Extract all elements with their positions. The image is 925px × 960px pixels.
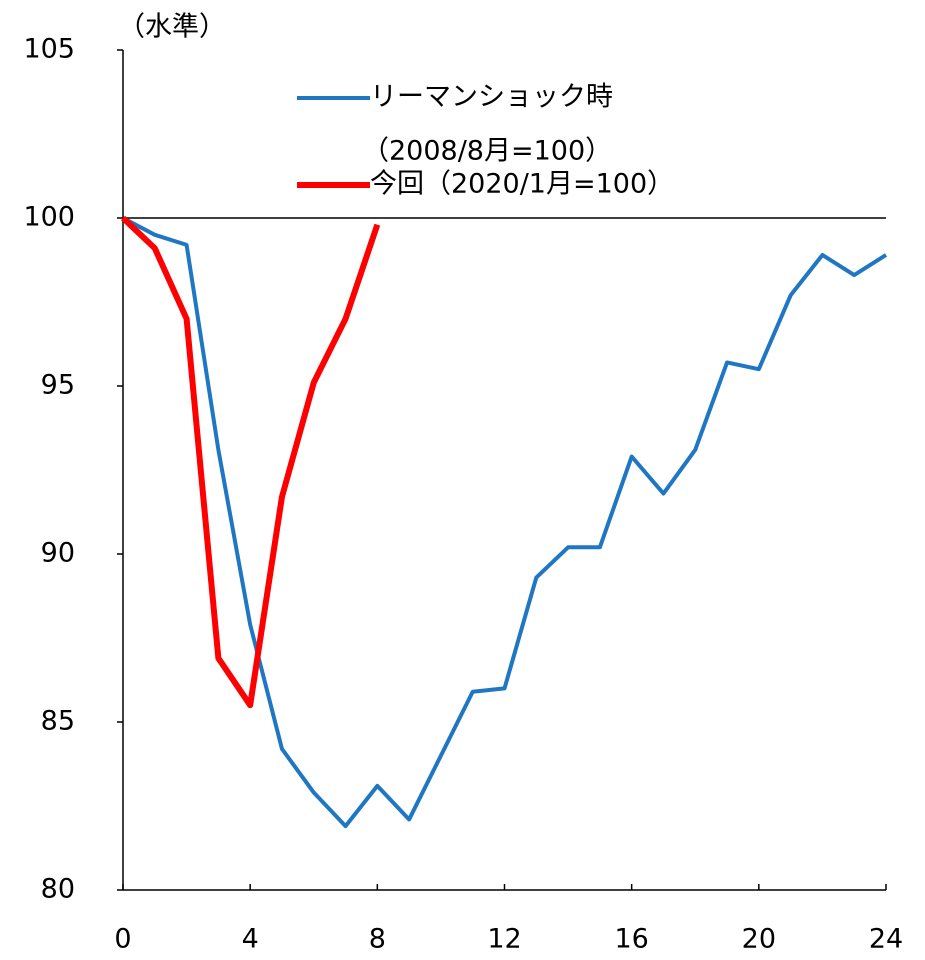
x-tick-label: 20 xyxy=(742,924,776,955)
y-tick-label: 80 xyxy=(41,874,75,905)
y-tick-label: 85 xyxy=(41,706,75,737)
y-axis-label: （水準） xyxy=(118,12,226,43)
x-tick-label: 0 xyxy=(114,924,131,955)
x-tick-label: 16 xyxy=(614,924,648,955)
x-tick-label: 8 xyxy=(369,924,386,955)
x-tick-label: 12 xyxy=(487,924,521,955)
x-tick-label: 24 xyxy=(869,924,903,955)
legend-label: 今回（2020/1月=100） xyxy=(370,169,674,200)
x-tick-label: 4 xyxy=(242,924,259,955)
series-line xyxy=(122,216,888,829)
y-tick-label: 105 xyxy=(23,34,75,65)
legend-note: （2008/8月=100） xyxy=(362,136,612,167)
y-tick-label: 100 xyxy=(23,202,75,233)
y-tick-label: 90 xyxy=(41,538,75,569)
y-tick-label: 95 xyxy=(41,370,75,401)
series-line xyxy=(120,215,381,709)
legend-label: リーマンショック時 xyxy=(370,82,613,113)
